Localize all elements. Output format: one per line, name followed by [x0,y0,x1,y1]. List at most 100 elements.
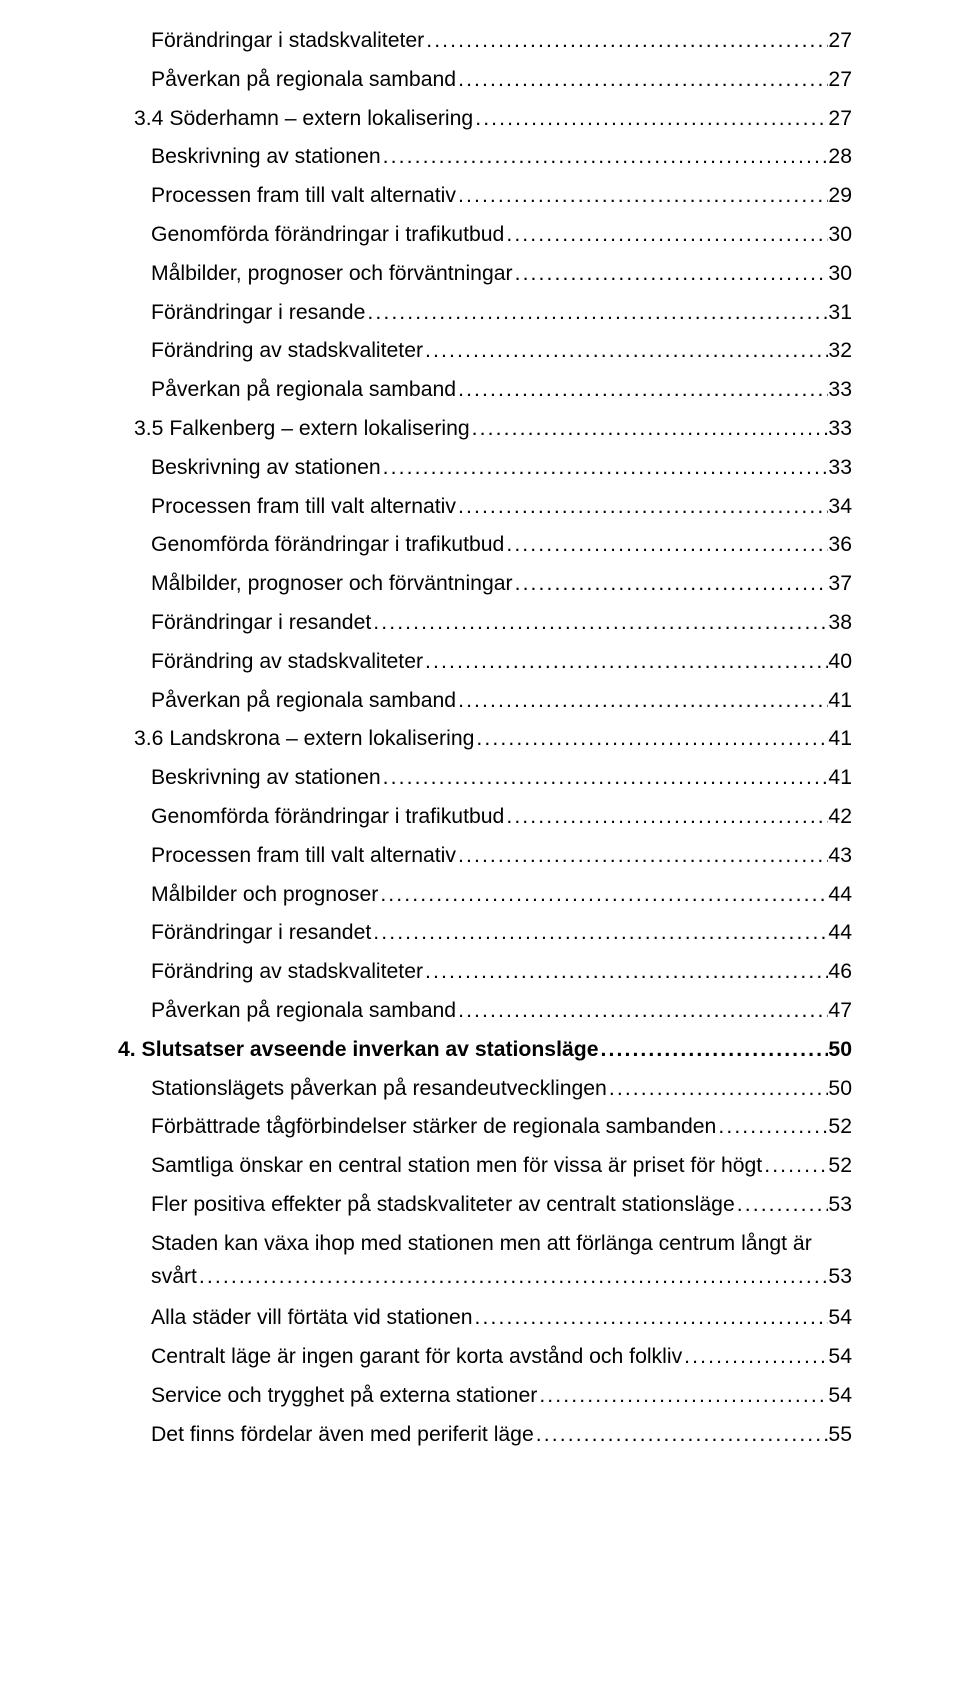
toc-entry-text: Beskrivning av stationen [151,449,381,488]
toc-entry-text: svårt [151,1262,197,1291]
toc-entry-page: 27 [828,22,852,61]
toc-entry-page: 34 [828,488,852,527]
toc-entry: 3.4 Söderhamn – extern lokalisering27 [118,100,852,139]
toc-entry: Beskrivning av stationen41 [118,759,852,798]
toc-entry: Förändringar i resandet 44 [118,914,852,953]
toc-entry-page: 42 [828,798,852,837]
toc-entry-text: Påverkan på regionala samband [151,992,456,1031]
toc-entry-page: 53 [828,1262,852,1291]
toc-entry-text: Förändringar i resande [151,294,365,333]
toc-entry: Genomförda förändringar i trafikutbud 42 [118,798,852,837]
toc-entry: Påverkan på regionala samband33 [118,371,852,410]
toc-leader-dots [456,61,828,100]
toc-leader-dots [381,759,829,798]
toc-entry-page: 44 [828,876,852,915]
toc-entry: Beskrivning av stationen 28 [118,138,852,177]
toc-entry-text: Stationslägets påverkan på resandeutveck… [151,1070,607,1109]
toc-leader-dots [473,1299,829,1338]
toc-entry-text: Centralt läge är ingen garant för korta … [151,1338,682,1377]
toc-entry-page: 54 [828,1299,852,1338]
toc-entry-page: 28 [828,138,852,177]
toc-leader-dots [424,22,828,61]
toc-leader-dots [534,1416,829,1455]
toc-entry: Processen fram till valt alternativ43 [118,837,852,876]
toc-entry-page: 44 [828,914,852,953]
toc-entry-page: 31 [828,294,852,333]
toc-entry-page: 54 [828,1377,852,1416]
toc-entry-text: Förändring av stadskvaliteter [151,953,423,992]
toc-entry-text: Påverkan på regionala samband [151,61,456,100]
toc-entry: Förändringar i resande 31 [118,294,852,333]
toc-entry: 3.6 Landskrona – extern lokalisering41 [118,720,852,759]
toc-entry-page: 29 [828,177,852,216]
toc-entry-text: Genomförda förändringar i trafikutbud [151,216,504,255]
toc-leader-dots [456,177,828,216]
toc-entry: Processen fram till valt alternativ 34 [118,488,852,527]
toc-entry-page: 50 [828,1031,852,1070]
toc-entry: Genomförda förändringar i trafikutbud36 [118,526,852,565]
toc-entry: Påverkan på regionala samband47 [118,992,852,1031]
toc-entry-text: Förändringar i resandet [151,914,371,953]
toc-entry: Förbättrade tågförbindelser stärker de r… [118,1108,852,1147]
toc-leader-dots [504,798,828,837]
toc-entry-text: Förändringar i resandet [151,604,371,643]
toc-entry-page: 41 [828,682,852,721]
toc-entry-page: 38 [828,604,852,643]
toc-entry: Samtliga önskar en central station men f… [118,1147,852,1186]
toc-entry-page: 30 [828,255,852,294]
toc-entry: Beskrivning av stationen 33 [118,449,852,488]
toc-entry: 4. Slutsatser avseende inverkan av stati… [118,1031,852,1070]
toc-entry-page: 33 [828,449,852,488]
toc-entry-page: 41 [828,759,852,798]
toc-entry-text: Målbilder, prognoser och förväntningar [151,565,513,604]
toc-entry: Centralt läge är ingen garant för korta … [118,1338,852,1377]
toc-leader-dots [381,449,829,488]
toc-entry: Genomförda förändringar i trafikutbud30 [118,216,852,255]
toc-entry: Förändring av stadskvaliteter40 [118,643,852,682]
toc-entry-text: Samtliga önskar en central station men f… [151,1147,762,1186]
toc-leader-dots [504,216,828,255]
toc-entry-text: Processen fram till valt alternativ [151,488,456,527]
table-of-contents: Förändringar i stadskvaliteter 27 Påverkan… [118,22,852,1454]
toc-entry: Målbilder, prognoser och förväntningar 30 [118,255,852,294]
toc-entry: Stationslägets påverkan på resandeutveck… [118,1070,852,1109]
toc-entry-text: Målbilder, prognoser och förväntningar [151,255,513,294]
toc-leader-dots [381,138,829,177]
toc-leader-dots [456,992,828,1031]
toc-entry: 3.5 Falkenberg – extern lokalisering33 [118,410,852,449]
toc-entry-text: Beskrivning av stationen [151,138,381,177]
toc-entry: Processen fram till valt alternativ 29 [118,177,852,216]
toc-entry: Påverkan på regionala samband 41 [118,682,852,721]
toc-leader-dots [378,876,828,915]
toc-entry-text: Processen fram till valt alternativ [151,837,456,876]
toc-entry-text: Förbättrade tågförbindelser stärker de r… [151,1108,716,1147]
toc-leader-dots [716,1108,828,1147]
toc-entry-text: Förändringar i stadskvaliteter [151,22,424,61]
toc-entry-text: Det finns fördelar även med periferit lä… [151,1416,534,1455]
toc-entry-text: Processen fram till valt alternativ [151,177,456,216]
toc-entry: Målbilder, prognoser och förväntningar37 [118,565,852,604]
toc-entry: Förändring av stadskvaliteter46 [118,953,852,992]
toc-entry-text: Staden kan växa ihop med stationen men a… [151,1232,812,1255]
toc-entry-text: Påverkan på regionala samband [151,682,456,721]
toc-leader-dots [371,914,828,953]
toc-entry-text: Alla städer vill förtäta vid stationen [151,1299,473,1338]
toc-entry-text: Målbilder och prognoser [151,876,378,915]
toc-entry-page: 41 [828,720,852,759]
toc-leader-dots [423,953,828,992]
toc-entry-page: 32 [828,332,852,371]
toc-entry: Förändring av stadskvaliteter32 [118,332,852,371]
toc-entry: Service och trygghet på externa statione… [118,1377,852,1416]
toc-leader-dots [371,604,828,643]
toc-entry: Alla städer vill förtäta vid stationen 54 [118,1299,852,1338]
toc-leader-dots [513,255,829,294]
toc-leader-dots [365,294,828,333]
toc-entry-text: 4. Slutsatser avseende inverkan av stati… [118,1031,599,1070]
toc-entry: Förändringar i stadskvaliteter 27 [118,22,852,61]
toc-leader-dots [456,488,828,527]
toc-leader-dots [423,332,828,371]
toc-entry-page: 53 [828,1186,852,1225]
toc-entry-page: 33 [828,410,852,449]
toc-entry-page: 40 [828,643,852,682]
toc-entry-text: Genomförda förändringar i trafikutbud [151,798,504,837]
